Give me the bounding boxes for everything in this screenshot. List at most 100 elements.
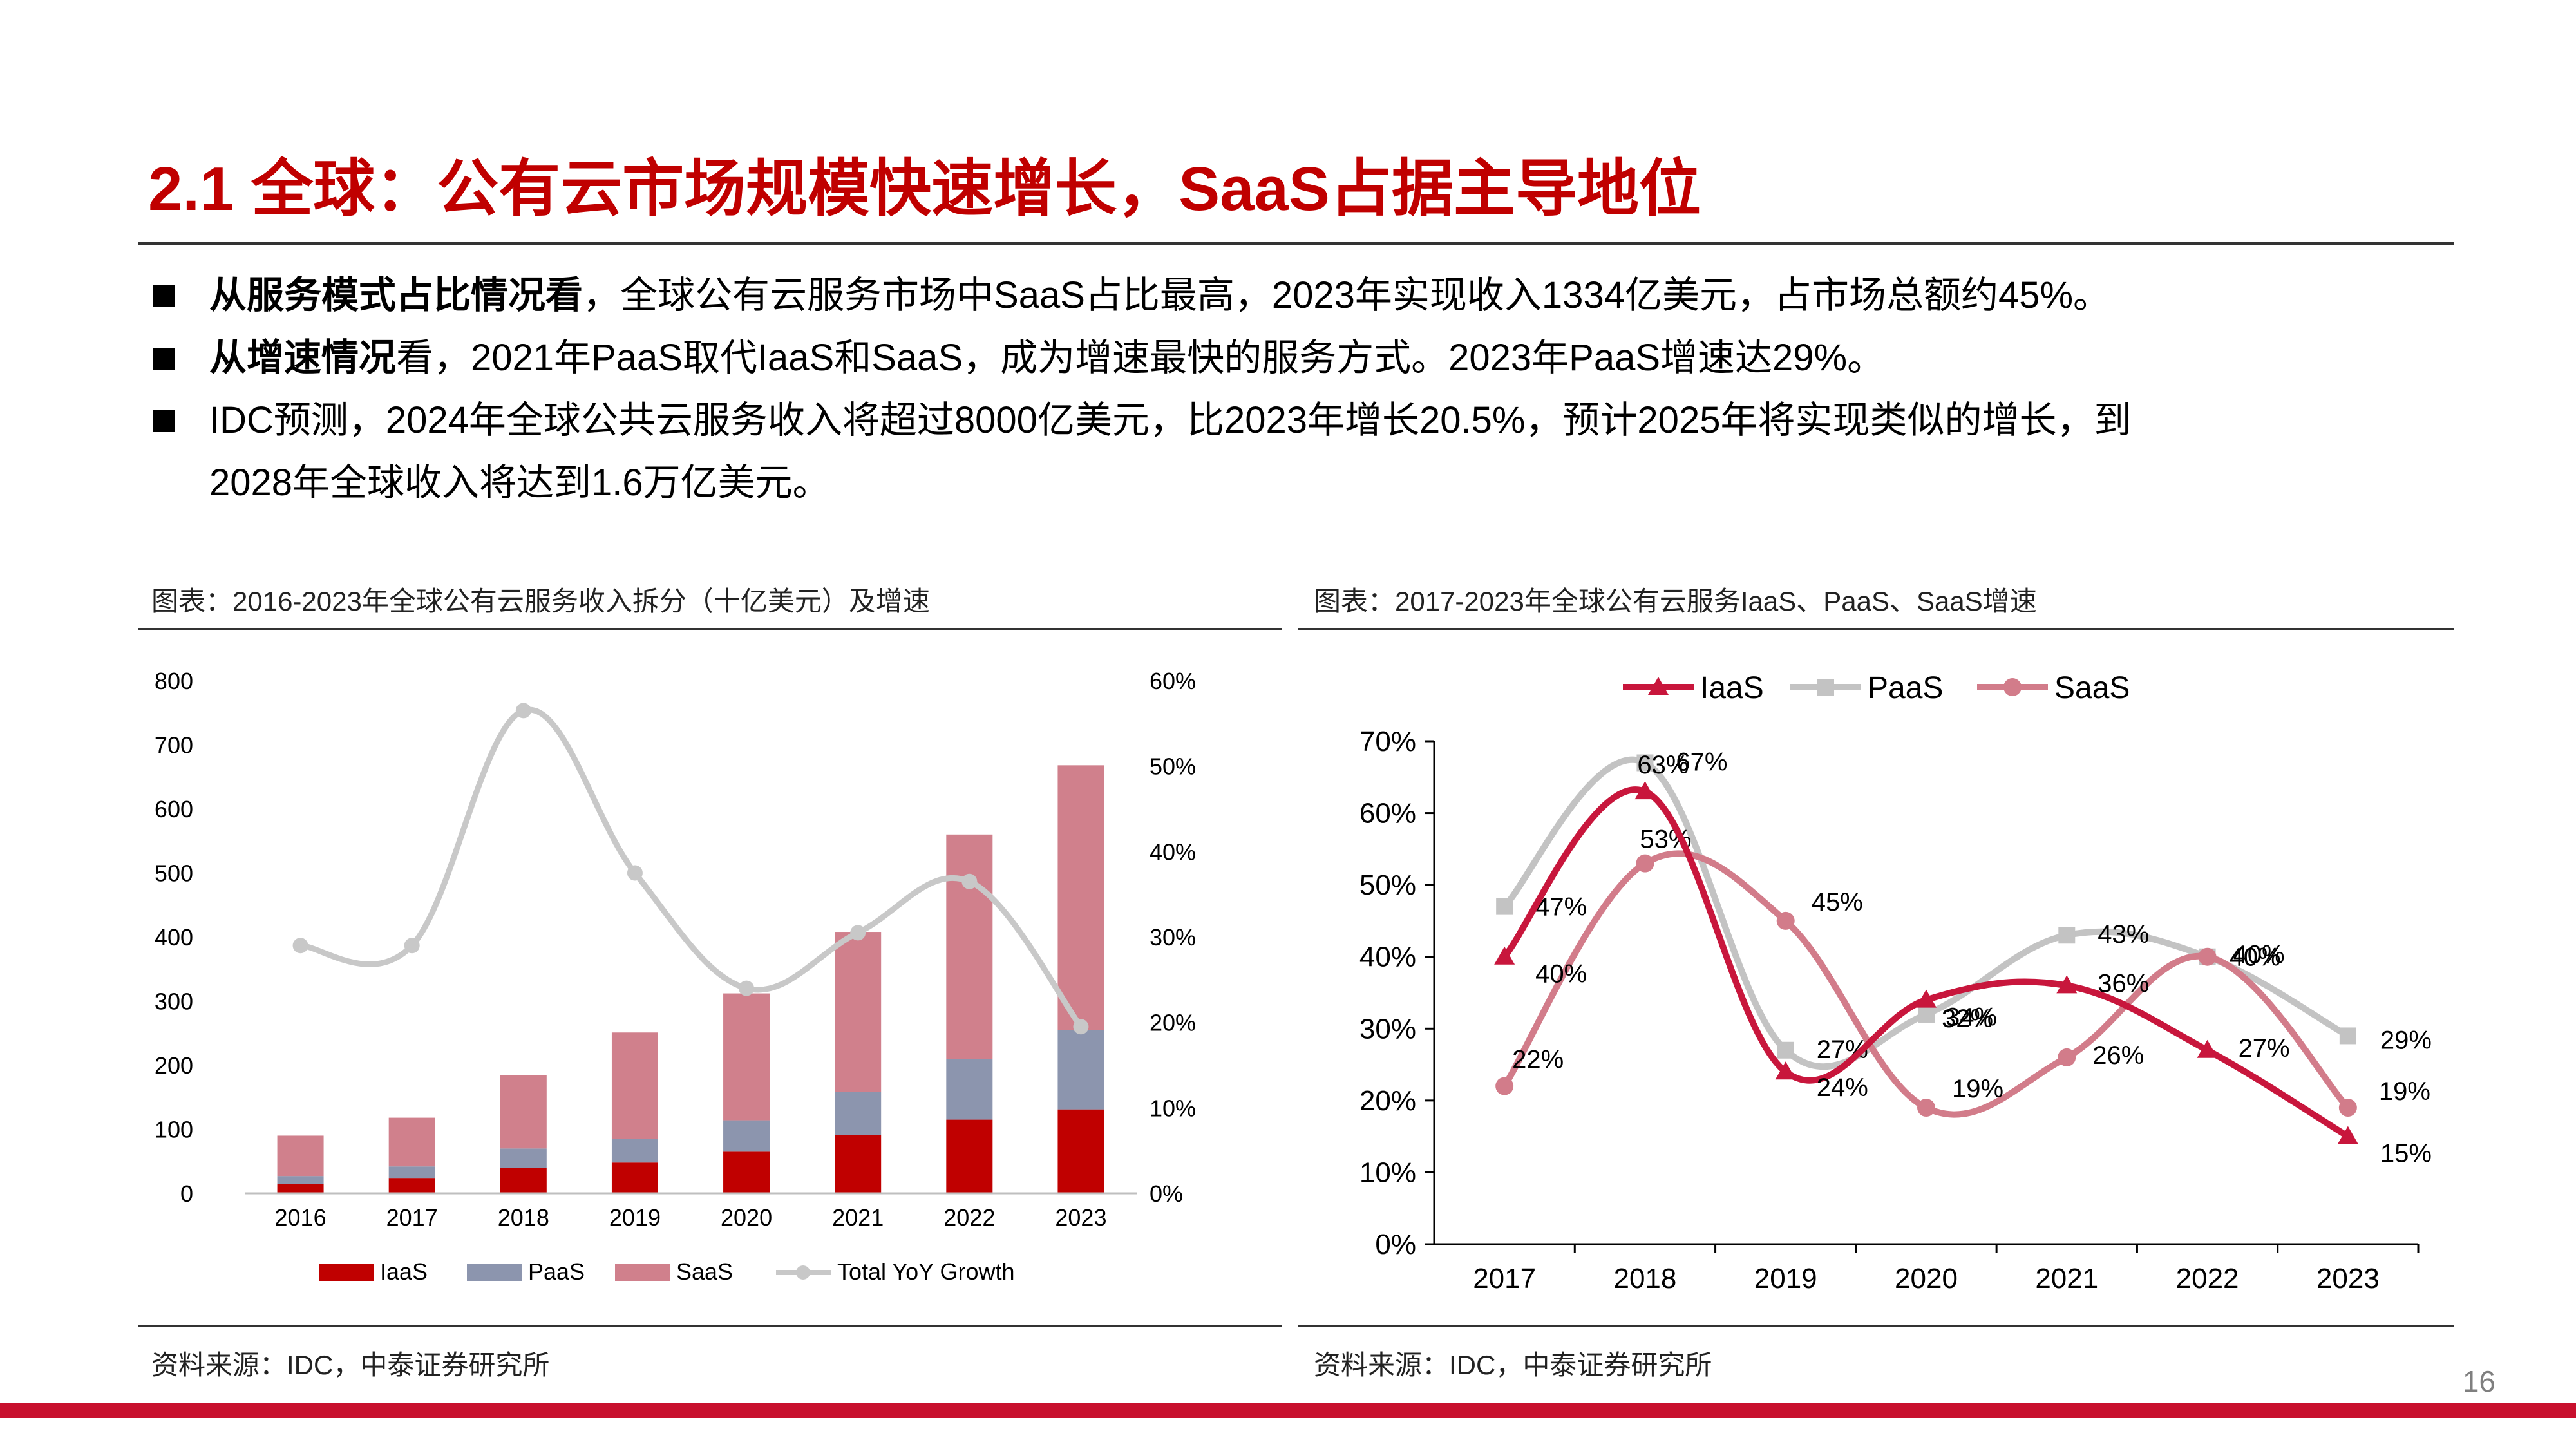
right-y-tick-label: 0%	[1150, 1180, 1183, 1207]
data-label-iaas: 15%	[2380, 1140, 2432, 1168]
bar-segment-iaas	[277, 1184, 324, 1193]
x-tick-label: 2020	[721, 1204, 772, 1231]
x-tick-label: 2018	[1613, 1263, 1676, 1294]
x-tick-label: 2016	[275, 1204, 327, 1231]
bar-segment-iaas	[1057, 1109, 1104, 1193]
y-tick-label: 70%	[1359, 726, 1416, 757]
total-growth-point	[850, 925, 866, 941]
bar-segment-iaas	[388, 1178, 435, 1193]
saas-point	[2338, 1099, 2357, 1117]
iaas-point	[1648, 677, 1669, 695]
bar-segment-saas	[946, 834, 993, 1059]
saas-point	[2198, 947, 2217, 966]
revenue-stacked-bar-chart: 0 100 200 300 400 500 600 700 800 0% 10% 20% 30% 40% 5…	[155, 668, 1196, 1285]
bar-segment-paas	[388, 1166, 435, 1179]
bar-segment-paas	[1057, 1030, 1104, 1110]
y-tick-label: 20%	[1359, 1085, 1416, 1117]
bullet-text: 看，2021年PaaS取代IaaS和SaaS，成为增速最快的服务方式。2023年…	[396, 337, 1885, 379]
total-growth-point	[404, 938, 420, 954]
paas-point	[2058, 927, 2076, 944]
data-label-saas: 26%	[2092, 1041, 2144, 1070]
paas-point	[1777, 1041, 1794, 1059]
left-y-tick-label: 200	[155, 1052, 193, 1079]
data-label-saas: 40%	[2233, 941, 2285, 969]
data-label-paas: 43%	[2098, 920, 2149, 949]
bullet-bold-lead: 从服务模式占比情况看	[209, 274, 583, 316]
x-tick-label: 2022	[943, 1204, 995, 1231]
left-source-rule	[138, 1325, 1282, 1327]
data-label-paas: 29%	[2380, 1026, 2432, 1054]
bullet-square-icon	[153, 410, 175, 432]
x-tick-label: 2018	[498, 1204, 549, 1231]
legend-label: IaaS	[1700, 671, 1764, 705]
total-growth-point	[961, 873, 978, 889]
total-growth-point	[627, 865, 643, 881]
legend-swatch-paas	[467, 1264, 522, 1281]
left-y-tick-label: 700	[155, 732, 193, 759]
data-label-saas: 45%	[1812, 888, 1863, 916]
data-label-paas: 32%	[1942, 1005, 1993, 1033]
saas-point	[1636, 854, 1654, 873]
bottom-accent-bar	[0, 1403, 2576, 1418]
data-label-iaas: 24%	[1817, 1074, 1868, 1102]
bar-segment-paas	[500, 1148, 547, 1168]
left-y-tick-label: 600	[155, 796, 193, 822]
total-growth-point	[1073, 1019, 1089, 1035]
y-tick-label: 60%	[1359, 798, 1416, 829]
right-source-note: 资料来源：IDC，中泰证券研究所	[1314, 1350, 1712, 1380]
y-tick-label: 30%	[1359, 1013, 1416, 1045]
x-tick-label: 2021	[832, 1204, 884, 1231]
data-label-iaas: 36%	[2098, 969, 2149, 998]
y-tick-label: 40%	[1359, 942, 1416, 973]
right-chart-caption: 图表：2017-2023年全球公有云服务IaaS、PaaS、SaaS增速	[1314, 586, 2037, 616]
bar-segment-saas	[723, 993, 770, 1121]
y-tick-label: 10%	[1359, 1157, 1416, 1188]
bar-segment-saas	[388, 1117, 435, 1167]
x-tick-label: 2019	[1754, 1263, 1817, 1294]
iaas-point	[1775, 1061, 1796, 1080]
saas-point	[2058, 1048, 2076, 1066]
right-y-tick-label: 20%	[1150, 1010, 1196, 1036]
bar-segment-saas	[500, 1075, 547, 1149]
data-label-iaas: 63%	[1637, 751, 1689, 779]
saas-point	[1776, 911, 1795, 930]
left-y-tick-label: 300	[155, 989, 193, 1015]
bullet-square-icon	[153, 285, 175, 307]
bar-segment-paas	[611, 1139, 658, 1163]
x-tick-label: 2017	[386, 1204, 438, 1231]
bar-segment-saas	[611, 1032, 658, 1139]
page-title: 2.1 全球：公有云市场规模快速增长，SaaS占据主导地位	[148, 155, 1701, 223]
right-y-tick-label: 10%	[1150, 1095, 1196, 1121]
legend-label: PaaS	[528, 1258, 585, 1285]
right-caption-rule	[1298, 628, 2454, 630]
y-tick-label: 0%	[1375, 1229, 1416, 1260]
x-tick-label: 2022	[2176, 1263, 2239, 1294]
title-divider	[138, 242, 2454, 245]
iaas-point	[2197, 1039, 2218, 1058]
iaas-point	[1916, 989, 1937, 1008]
data-label-paas: 47%	[1535, 893, 1587, 922]
left-caption-rule	[138, 628, 1282, 630]
left-y-tick-label: 100	[155, 1117, 193, 1143]
bar-segment-iaas	[946, 1119, 993, 1193]
bullet-item: IDC预测，2024年全球公共云服务收入将超过8000亿美元，比2023年增长2…	[148, 389, 2441, 514]
left-y-tick-label: 500	[155, 860, 193, 887]
right-y-tick-label: 40%	[1150, 838, 1196, 865]
x-tick-label: 2023	[1055, 1204, 1106, 1231]
x-tick-label: 2020	[1895, 1263, 1958, 1294]
bar-segment-iaas	[611, 1162, 658, 1193]
bar-segment-iaas	[723, 1151, 770, 1193]
bullet-list: 从服务模式占比情况看，全球公有云服务市场中SaaS占比最高，2023年实现收入1…	[148, 264, 2441, 514]
x-tick-label: 2019	[609, 1204, 661, 1231]
total-growth-point	[292, 938, 308, 954]
bullet-text: ，全球公有云服务市场中SaaS占比最高，2023年实现收入1334亿美元，占市场…	[583, 274, 2111, 316]
legend-label: IaaS	[380, 1258, 428, 1285]
right-source-rule	[1298, 1325, 2454, 1327]
left-source-note: 资料来源：IDC，中泰证券研究所	[151, 1350, 550, 1380]
data-label-saas: 22%	[1512, 1046, 1564, 1074]
legend-marker-total-growth	[796, 1265, 810, 1280]
bar-segment-paas	[277, 1176, 324, 1184]
legend-swatch-saas	[615, 1264, 670, 1281]
iaas-point	[2337, 1126, 2358, 1144]
right-y-tick-label: 60%	[1150, 668, 1196, 694]
